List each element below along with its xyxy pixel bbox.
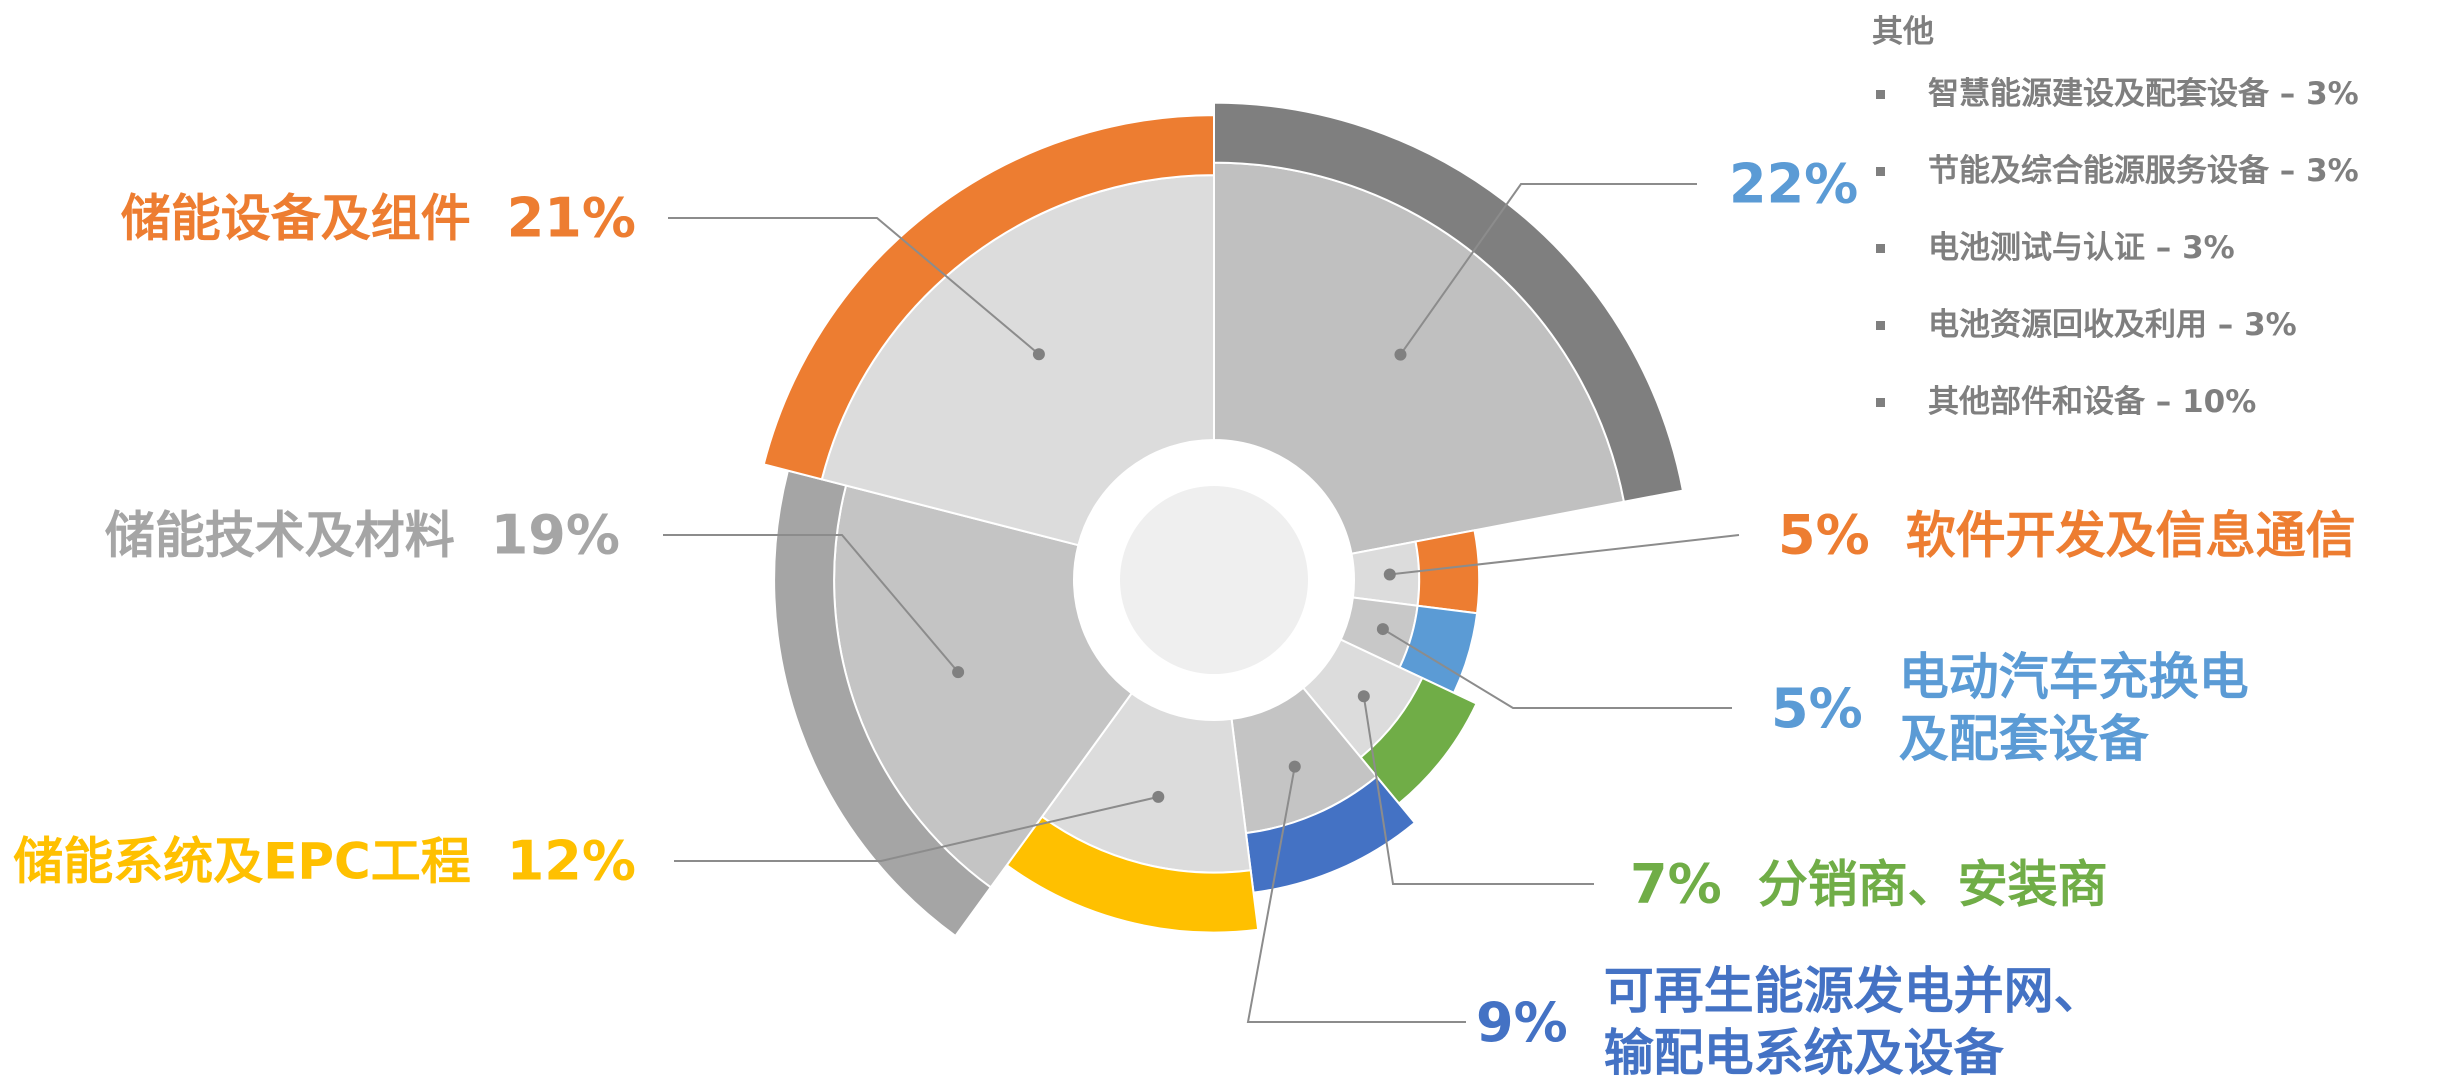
leader-dot	[1357, 690, 1370, 703]
value-label: 22%	[1729, 152, 1859, 216]
category-label: 可再生能源发电并网、 输配电系统及设备	[1603, 962, 2104, 1082]
category-label: 电动汽车充换电 及配套设备	[1898, 648, 2249, 768]
leader-line	[1246, 766, 1466, 1023]
other-title: 其他	[1872, 14, 1934, 50]
leader-dot	[1376, 623, 1389, 636]
value-label: 5%	[1771, 676, 1863, 740]
category-label: 软件开发及信息通信	[1905, 506, 2356, 564]
data-label: 5% 软件开发及信息通信	[1778, 504, 2356, 567]
leader-dot	[1394, 348, 1407, 361]
value-label: 5%	[1778, 503, 1870, 567]
other-item: 智慧能源建设及配套设备 – 3%	[1872, 56, 2359, 133]
other-item: 节能及综合能源服务设备 – 3%	[1872, 133, 2359, 210]
other-item: 电池资源回收及利用 – 3%	[1872, 287, 2359, 364]
value-label: 21%	[506, 186, 636, 250]
center-disc	[1120, 486, 1308, 674]
other-list: 其他 智慧能源建设及配套设备 – 3% 节能及综合能源服务设备 – 3% 电池测试与…	[1872, 8, 2359, 441]
data-label: 22%	[1729, 153, 1858, 216]
leader-line	[1389, 534, 1740, 576]
data-label: 9% 可再生能源发电并网、 输配电系统及设备	[1476, 960, 2104, 1084]
value-label: 12%	[506, 829, 636, 893]
category-label: 分销商、安装商	[1757, 855, 2108, 913]
leader-line	[663, 534, 959, 673]
leader-line	[1362, 696, 1594, 885]
data-label: 7% 分销商、安装商	[1630, 853, 2108, 916]
leader-dot	[1152, 790, 1165, 803]
leader-line	[668, 217, 1040, 356]
data-label: 储能设备及组件 21%	[121, 187, 636, 250]
wedge-rim	[1213, 101, 1685, 503]
value-label: 19%	[490, 503, 620, 567]
leader-dot	[1383, 568, 1396, 581]
wedge-rim	[762, 114, 1215, 481]
data-label: 储能系统及EPC工程 12%	[13, 830, 636, 893]
other-item: 其他部件和设备 – 10%	[1872, 364, 2359, 441]
data-label: 5% 电动汽车充换电 及配套设备	[1771, 646, 2249, 770]
value-label: 9%	[1476, 990, 1568, 1054]
category-label: 储能设备及组件	[120, 189, 471, 247]
leader-dot	[952, 666, 965, 679]
category-label: 储能系统及EPC工程	[13, 832, 471, 890]
wedge-rim	[1414, 529, 1481, 615]
leader-dot	[1288, 760, 1301, 773]
other-item: 电池测试与认证 – 3%	[1872, 210, 2359, 287]
leader-dot	[1032, 348, 1045, 361]
leader-line	[674, 795, 1159, 862]
leader-line	[1382, 628, 1732, 709]
category-label: 储能技术及材料	[104, 506, 455, 564]
leader-line	[1399, 183, 1697, 356]
data-label: 储能技术及材料 19%	[105, 504, 620, 567]
value-label: 7%	[1630, 852, 1722, 916]
